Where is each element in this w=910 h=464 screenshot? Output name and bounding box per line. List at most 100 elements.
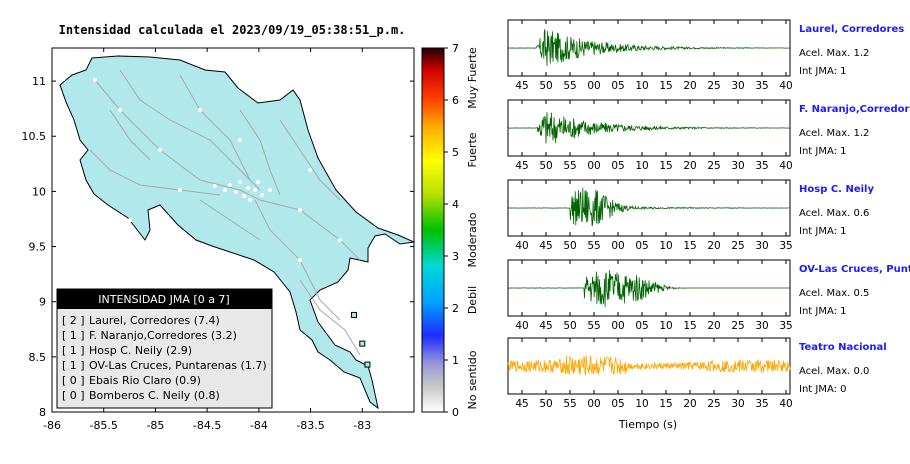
- waveform-tick-label: 05: [611, 80, 624, 92]
- legend-item-level: [ 0 ]: [62, 389, 85, 402]
- waveform-tick-label: 50: [563, 320, 576, 332]
- waveform-tick-label: 10: [659, 320, 672, 332]
- waveform-tick-label: 15: [659, 80, 672, 92]
- waveform-tick-label: 45: [539, 240, 552, 252]
- costa-rica-land: [59, 55, 414, 410]
- legend-item-name: Ebais Rio Claro (0.9): [89, 374, 201, 387]
- waveform-tick-label: 20: [707, 240, 720, 252]
- map-ytick-label: 8: [39, 406, 46, 419]
- waveform-tick-label: 15: [659, 398, 672, 410]
- waveform-tick-label: 25: [707, 398, 720, 410]
- waveform-tick-label: 50: [563, 240, 576, 252]
- station-square: [364, 361, 371, 368]
- waveform-trace: [508, 29, 791, 67]
- waveform-trace: [507, 112, 791, 144]
- legend-header: INTENSIDAD JMA [0 a 7]: [98, 293, 229, 306]
- waveform-tick-label: 00: [587, 398, 600, 410]
- colorbar-level-label: No sentido: [466, 350, 479, 409]
- station-int-jma: Int JMA: 1: [799, 146, 847, 157]
- colorbar-tick-label: 0: [452, 406, 459, 419]
- map-xtick-label: -84.5: [193, 419, 221, 432]
- colorbar-tick-label: 6: [452, 94, 459, 107]
- waveform-panel: 40 45 50 55 00 05 10 15 20 25 30 35 OV-Las Cruces, P…: [507, 259, 910, 332]
- map-xtick-label: -83.5: [296, 419, 324, 432]
- station-name: F. Naranjo,Corredores: [799, 104, 910, 115]
- colorbar-tick-label: 2: [452, 302, 459, 315]
- station-name: Teatro Nacional: [799, 342, 887, 353]
- waveform-tick-label: 40: [779, 398, 792, 410]
- waveform-tick-label: 45: [515, 80, 528, 92]
- waveform-tick-label: 25: [731, 320, 744, 332]
- waveform-trace: [507, 187, 790, 227]
- waveform-tick-label: 30: [731, 80, 744, 92]
- station-dots: [93, 78, 342, 302]
- station-name: Hosp C. Neily: [799, 184, 874, 195]
- legend-item-level: [ 2 ]: [62, 314, 85, 327]
- waveform-tick-label: 30: [731, 398, 744, 410]
- legend-item-name: Laurel, Corredores (7.4): [89, 314, 220, 327]
- legend-item-level: [ 0 ]: [62, 374, 85, 387]
- map-axes: -86 -85.5 -85 -84.5 -84 -83.5 -83 8 8.5 9 9.5 10 10.…: [22, 48, 414, 432]
- station-int-jma: Int JMA: 1: [799, 226, 847, 237]
- waveform-tick-label: 50: [539, 398, 552, 410]
- waveform-tick-label: 45: [515, 398, 528, 410]
- colorbar-level-label: Muy Fuerte: [466, 47, 479, 109]
- waveform-tick-label: 45: [539, 320, 552, 332]
- waveform-tick-label: 00: [611, 240, 624, 252]
- station-acel-max: Acel. Max. 1.2: [799, 128, 869, 139]
- waveform-tick-label: 50: [539, 80, 552, 92]
- map-ytick-label: 9: [39, 296, 46, 309]
- waveform-tick-label: 05: [635, 240, 648, 252]
- waveform-tick-label: 55: [563, 80, 576, 92]
- station-name: OV-Las Cruces, Puntar: [799, 264, 910, 275]
- waveform-tick-label: 00: [587, 160, 600, 172]
- colorbar-gradient: [421, 47, 445, 413]
- legend-item-level: [ 1 ]: [62, 359, 85, 372]
- station-acel-max: Acel. Max. 1.2: [799, 48, 869, 59]
- waveform-tick-label: 20: [683, 80, 696, 92]
- waveform-xlabel: Tiempo (s): [618, 418, 677, 431]
- waveform-tick-label: 00: [587, 80, 600, 92]
- waveform-tick-label: 00: [611, 320, 624, 332]
- waveform-tick-label: 35: [755, 398, 768, 410]
- station-acel-max: Acel. Max. 0.5: [799, 288, 869, 299]
- map-xtick-label: -83: [353, 419, 371, 432]
- waveform-tick-label: 20: [707, 320, 720, 332]
- waveform-tick-label: 15: [683, 240, 696, 252]
- waveform-tick-label: 25: [707, 80, 720, 92]
- legend-item-name: Hosp C. Neily (2.9): [89, 344, 192, 357]
- waveform-trace: [507, 270, 790, 307]
- waveform-tick-label: 20: [683, 398, 696, 410]
- waveform-tick-label: 10: [635, 398, 648, 410]
- station-int-jma: Int JMA: 1: [799, 66, 847, 77]
- map-xtick-label: -84: [250, 419, 268, 432]
- map-xtick-label: -85.5: [89, 419, 117, 432]
- waveform-tick-label: 55: [587, 320, 600, 332]
- waveform-tick-label: 20: [683, 160, 696, 172]
- waveform-tick-label: 40: [515, 240, 528, 252]
- station-acel-max: Acel. Max. 0.6: [799, 208, 869, 219]
- station-int-jma: Int JMA: 0: [799, 384, 847, 395]
- colorbar-level-label: Fuerte: [466, 132, 479, 167]
- legend-item-level: [ 1 ]: [62, 344, 85, 357]
- station-acel-max: Acel. Max. 0.0: [799, 366, 869, 377]
- waveform-tick-label: 10: [635, 160, 648, 172]
- waveform-trace: [507, 355, 791, 376]
- map-ytick-label: 8.5: [29, 351, 47, 364]
- station-square: [351, 311, 358, 318]
- legend-item-name: F. Naranjo,Corredores (3.2): [89, 329, 237, 342]
- waveform-tick-label: 55: [563, 160, 576, 172]
- colorbar-tick-label: 5: [452, 146, 459, 159]
- waveform-tick-label: 35: [779, 240, 792, 252]
- map-ytick-label: 9.5: [29, 241, 47, 254]
- waveform-tick-label: 15: [683, 320, 696, 332]
- map-legend: INTENSIDAD JMA [0 a 7] [ 2 ] Laurel, Corr…: [56, 288, 273, 409]
- station-markers: [351, 311, 371, 368]
- waveform-tick-label: 45: [515, 160, 528, 172]
- station-int-jma: Int JMA: 1: [799, 306, 847, 317]
- waveform-tick-label: 30: [755, 320, 768, 332]
- map-ytick-label: 10: [32, 185, 46, 198]
- waveform-tick-label: 25: [731, 240, 744, 252]
